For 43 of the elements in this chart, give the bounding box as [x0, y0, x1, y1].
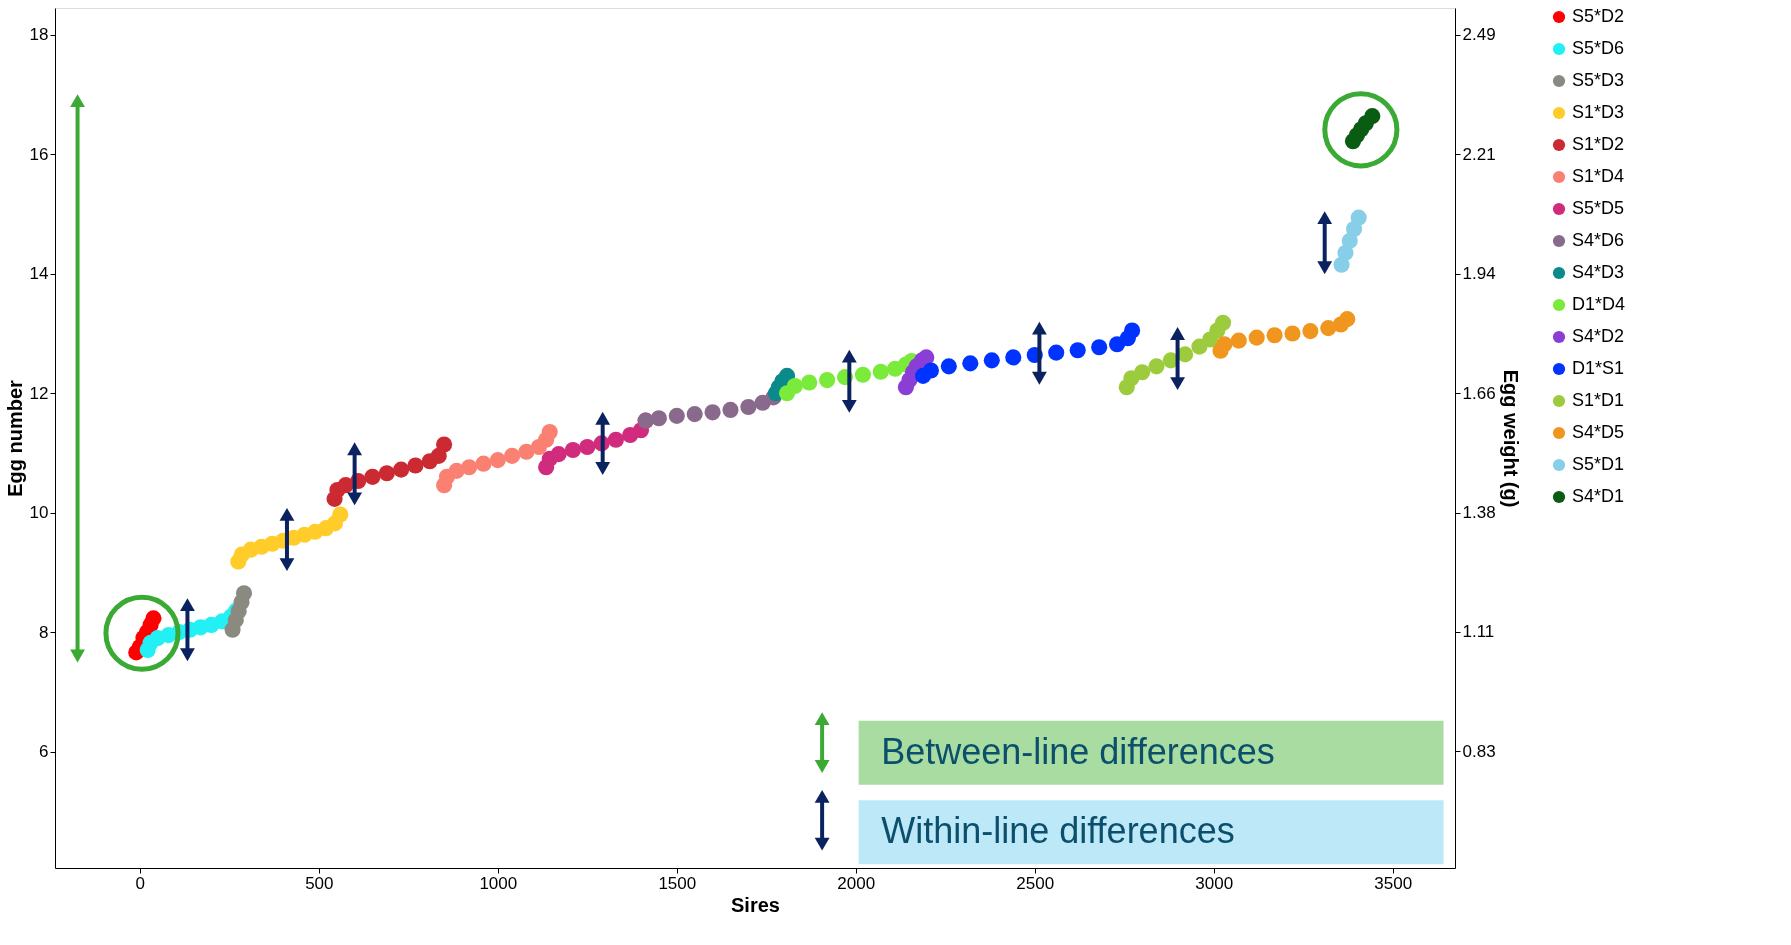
- y2-tick-label: 2.49: [1462, 25, 1496, 45]
- y-tick-label: 6: [39, 742, 49, 762]
- annotation: Between-line differences: [881, 730, 1275, 772]
- y-tick-label: 14: [29, 264, 49, 284]
- legend-label: S1*D1: [1572, 390, 1625, 410]
- legend-label: S5*D1: [1572, 454, 1625, 474]
- y-tick-label: 12: [29, 383, 49, 403]
- legend-label: S1*D2: [1572, 134, 1625, 154]
- y2-tick-label: 2.21: [1462, 144, 1496, 164]
- legend-label: S1*D4: [1572, 166, 1625, 186]
- x-tick-label: 2500: [1016, 873, 1055, 893]
- x-tick-label: 2000: [837, 873, 876, 893]
- legend-label: S5*D2: [1572, 6, 1625, 26]
- x-tick-label: 3500: [1374, 873, 1413, 893]
- x-tick-label: 0: [135, 873, 146, 893]
- legend-label: S4*D1: [1572, 486, 1625, 506]
- y2-tick-label: 1.38: [1462, 503, 1496, 523]
- x-axis-title: Sires: [731, 893, 780, 916]
- y-tick-label: 18: [29, 25, 49, 45]
- x-tick-label: 500: [305, 873, 334, 893]
- y-tick-label: 16: [29, 144, 49, 164]
- legend-label: S5*D6: [1572, 38, 1625, 58]
- y2-tick-label: 1.94: [1462, 264, 1496, 284]
- y2-tick-label: 1.11: [1462, 622, 1495, 642]
- y-axis-title: Egg number: [3, 379, 26, 497]
- annotation: Within-line differences: [881, 810, 1235, 852]
- legend-label: S4*D2: [1572, 326, 1625, 346]
- x-tick-label: 1000: [479, 873, 518, 893]
- y-tick-label: 8: [39, 622, 49, 642]
- x-tick-label: 3000: [1195, 873, 1234, 893]
- legend-label: D1*S1: [1572, 358, 1625, 378]
- legend-label: D1*D4: [1572, 294, 1626, 314]
- legend-label: S4*D3: [1572, 262, 1625, 282]
- legend-label: S4*D6: [1572, 230, 1625, 250]
- legend-label: S5*D5: [1572, 198, 1625, 218]
- y2-tick-label: 1.66: [1462, 383, 1496, 403]
- legend-label: S4*D5: [1572, 422, 1625, 442]
- legend-label: S1*D3: [1572, 102, 1625, 122]
- legend-label: S5*D3: [1572, 70, 1625, 90]
- y-tick-label: 10: [29, 503, 49, 523]
- y2-tick-label: 0.83: [1462, 741, 1496, 761]
- y2-axis-title: Egg weight (g): [1499, 369, 1522, 508]
- x-tick-label: 1500: [658, 873, 697, 893]
